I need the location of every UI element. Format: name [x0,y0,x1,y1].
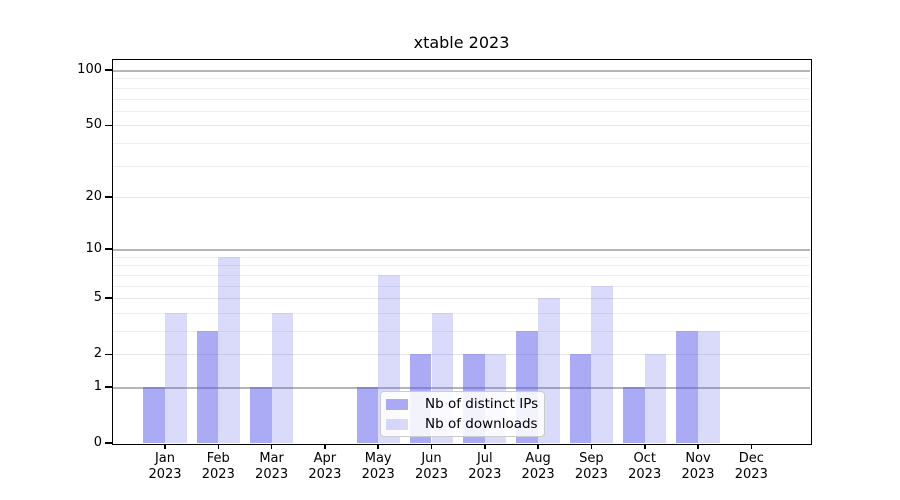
y-tick-mark [105,248,112,250]
bar-distinct-ips-mar [249,387,272,443]
x-tick-mark [430,444,433,449]
y-tick-mark [105,442,112,444]
legend-item-downloads: Nb of downloads [386,416,544,432]
chart-title: xtable 2023 [413,33,510,52]
x-tick-mark [590,444,593,449]
y-tick-mark [105,124,112,126]
x-tick-label: Nov 2023 [681,451,715,482]
x-tick-label: Oct 2023 [628,451,662,482]
y-tick-label: 100 [77,62,102,77]
bar-downloads-oct [644,354,667,443]
x-tick-label: Aug 2023 [521,451,555,482]
x-tick-mark [537,444,539,449]
x-tick-label: Apr 2023 [308,451,342,482]
minor-gridline [113,256,810,258]
y-tick-mark [105,353,112,355]
y-tick-mark [105,196,112,198]
x-tick-label: Jun 2023 [414,451,449,482]
bar-downloads-nov [698,331,720,443]
x-tick-label: Jul 2023 [468,451,502,482]
decade-gridline [113,70,810,72]
y-tick-label: 1 [93,379,102,394]
x-tick-mark [484,444,486,449]
minor-gridline [113,312,810,314]
y-tick-label: 50 [85,117,102,133]
x-tick-mark [217,444,220,449]
bar-downloads-mar [271,312,294,443]
minor-gridline [113,87,810,89]
legend-swatch-distinct-ips [386,398,408,410]
decade-gridline [113,249,810,251]
major-gridline [113,298,810,300]
x-tick-mark [377,444,379,449]
x-tick-mark [270,444,273,449]
minor-gridline [113,285,810,287]
bar-downloads-feb [218,256,240,443]
decade-gridline [113,387,810,389]
y-tick-mark [105,386,112,388]
y-tick-label: 2 [93,346,102,362]
major-gridline [113,125,810,127]
x-tick-mark [644,444,646,449]
x-tick-mark [697,444,699,449]
x-tick-label: Feb 2023 [201,451,235,482]
minor-gridline [113,265,810,267]
major-gridline [113,354,810,356]
bar-distinct-ips-feb [196,331,219,443]
legend: Nb of distinct IPs Nb of downloads [380,391,545,437]
bar-distinct-ips-may [356,387,379,443]
bar-distinct-ips-nov [676,331,698,443]
bar-downloads-jan [165,312,187,443]
minor-gridline [113,78,810,80]
x-tick-mark [324,444,326,449]
legend-swatch-downloads [386,418,408,430]
minor-gridline [113,165,810,167]
bar-distinct-ips-jan [143,387,165,443]
y-tick-label: 0 [93,435,102,450]
x-tick-mark [164,444,166,449]
y-tick-label: 20 [85,188,102,204]
major-gridline [113,196,810,198]
legend-item-distinct-ips: Nb of distinct IPs [386,396,544,412]
y-tick-mark [105,297,112,299]
minor-gridline [113,98,810,100]
x-tick-label: May 2023 [361,451,395,482]
minor-gridline [113,274,810,276]
bar-distinct-ips-sep [569,354,592,443]
y-tick-mark [105,69,112,71]
x-tick-label: Dec 2023 [734,451,768,482]
y-tick-label: 5 [93,290,102,306]
bar-distinct-ips-oct [623,387,645,443]
x-tick-mark [750,444,752,449]
y-tick-label: 10 [85,241,102,257]
legend-label-distinct-ips: Nb of distinct IPs [425,396,539,412]
minor-gridline [113,331,810,332]
bar-downloads-sep [591,285,614,443]
x-tick-label: Jan 2023 [148,451,182,482]
minor-gridline [113,142,810,144]
legend-label-downloads: Nb of downloads [425,416,538,432]
x-tick-label: Sep 2023 [574,451,608,482]
x-tick-label: Mar 2023 [255,451,289,482]
minor-gridline [113,110,810,112]
